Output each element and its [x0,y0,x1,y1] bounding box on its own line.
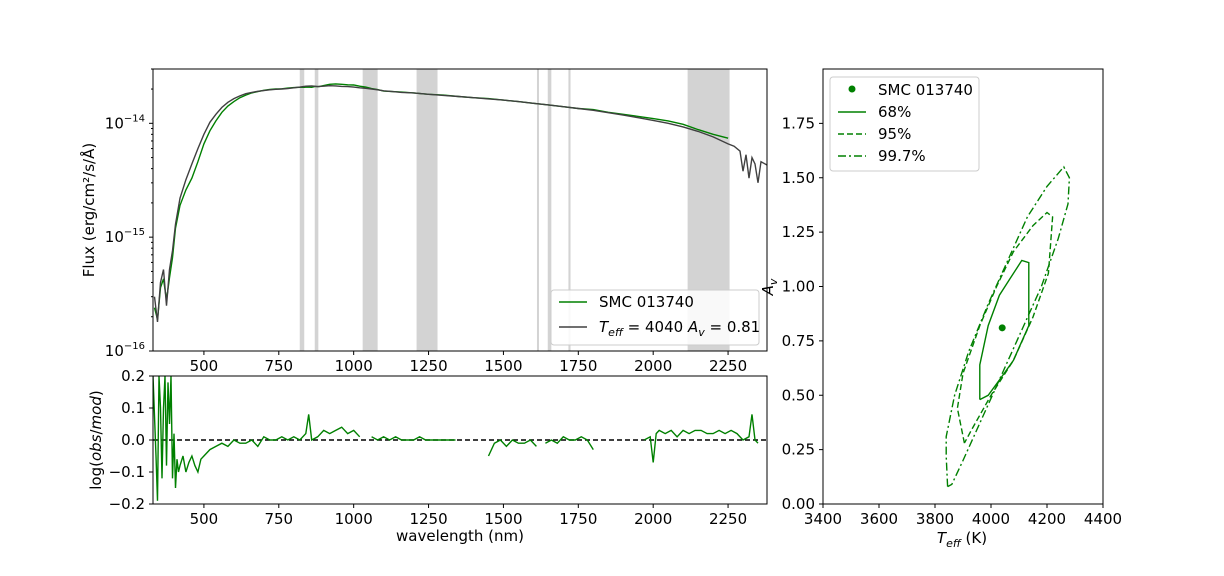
legend-label-point: SMC 013740 [878,81,973,99]
model-spectrum-line [153,84,767,322]
residual-segment-2 [487,439,537,457]
masked-band-4 [536,69,539,351]
masked-band-2 [362,69,378,351]
x-tick-label: 1000 [335,510,373,528]
residuals-y-ticks: −0.2 −0.1 0.0 0.1 0.2 [109,367,153,513]
y-tick-label: 0.50 [782,386,815,404]
masked-band-5 [547,69,552,351]
residuals-x-ticks: 500 750 1000 1250 1500 1750 2000 2250 [190,504,747,528]
x-tick-label: 500 [190,357,219,375]
y-tick-label: 0.25 [782,441,815,459]
contour-x-label: Teff (K) [937,529,987,550]
masked-bands [299,69,730,351]
x-tick-label: 1000 [335,357,373,375]
residuals-panel: 500 750 1000 1250 1500 1750 2000 2250 −0.2 −0.1 0… [87,367,768,545]
residual-segment-3 [545,435,594,450]
x-tick-label: 2000 [634,510,672,528]
residual-segment-1 [371,436,456,441]
spectrum-y-label: Flux (erg/cm²/s/Å) [79,143,98,277]
y-tick-label: 0.2 [121,367,145,385]
x-tick-label: 4000 [972,510,1010,528]
contour-x-ticks: 3400 3600 3800 4000 4200 4400 [804,504,1122,528]
spectrum-series [153,83,767,322]
y-tick-label: −0.2 [109,495,145,513]
x-tick-label: 3800 [916,510,954,528]
residuals-x-label: wavelength (nm) [396,527,524,545]
x-tick-label: 4200 [1028,510,1066,528]
y-tick-label: 1.50 [782,169,815,187]
y-tick-label: 1.25 [782,223,815,241]
spectrum-panel: 500 750 1000 1250 1500 1750 2000 2250 10−1610−1… [79,68,768,375]
spectrum-y-ticks: 10−16 10−15 10−14 [105,68,153,360]
contour-99-7pct [945,165,1071,488]
residual-series [153,376,767,501]
y-tick-label: 0.0 [121,431,145,449]
x-tick-label: 1750 [559,357,597,375]
y-tick-label: 1.00 [782,278,815,296]
masked-band-6 [568,69,571,351]
masked-band-1 [314,69,319,351]
x-tick-label: 1250 [409,510,447,528]
residual-segment-0 [153,376,361,501]
legend-marker-point [848,85,856,93]
spectrum-x-ticks: 500 750 1000 1250 1500 1750 2000 2250 [190,351,747,375]
spectrum-legend: SMC 013740 Teff = 4040 Av = 0.81 [550,289,760,346]
y-tick-label: −0.1 [109,463,145,481]
y-tick-label: 10−14 [105,113,145,132]
legend-label-observed: SMC 013740 [599,293,694,311]
best-fit-point [998,324,1006,332]
y-tick-label: 0.00 [782,495,815,513]
contour-y-label: Av [759,278,780,296]
masked-band-0 [299,69,305,351]
y-tick-label: 10−15 [105,227,145,246]
spectrum-legend-box [550,289,760,346]
legend-label-68: 68% [878,103,911,121]
x-tick-label: 3600 [860,510,898,528]
y-tick-label: 0.1 [121,399,145,417]
x-tick-label: 4400 [1084,510,1122,528]
x-tick-label: 2250 [709,357,747,375]
contour-y-ticks: 0.00 0.25 0.50 0.75 1.00 1.25 1.50 1.75 [782,114,823,513]
x-tick-label: 1250 [409,357,447,375]
observed-spectrum-line [153,83,729,320]
x-tick-label: 3400 [804,510,842,528]
x-tick-label: 1500 [484,510,522,528]
legend-label-model: Teff = 4040 Av = 0.81 [599,318,760,339]
y-tick-label: 10−16 [105,341,145,360]
x-tick-label: 1750 [559,510,597,528]
x-tick-label: 750 [264,510,293,528]
legend-label-95: 95% [878,125,911,143]
x-tick-label: 500 [190,510,219,528]
contour-legend: SMC 013740 68% 95% 99.7% [829,76,980,172]
x-tick-label: 2000 [634,357,672,375]
contour-legend-box [829,76,980,172]
masked-band-3 [416,69,438,351]
residual-segment-4 [643,414,759,463]
residuals-y-label: log(obs/mod) [87,390,105,489]
y-tick-label: 1.75 [782,114,815,132]
legend-label-997: 99.7% [878,147,926,165]
y-tick-label: 0.75 [782,332,815,350]
contour-panel: 3400 3600 3800 4000 4200 4400 0.00 0.25 0.50 0.7… [759,68,1122,550]
x-tick-label: 750 [264,357,293,375]
spectrum-axes-frame [152,68,768,352]
x-tick-label: 1500 [484,357,522,375]
contour-series [945,165,1071,488]
x-tick-label: 2250 [709,510,747,528]
contour-95pct [956,211,1054,444]
